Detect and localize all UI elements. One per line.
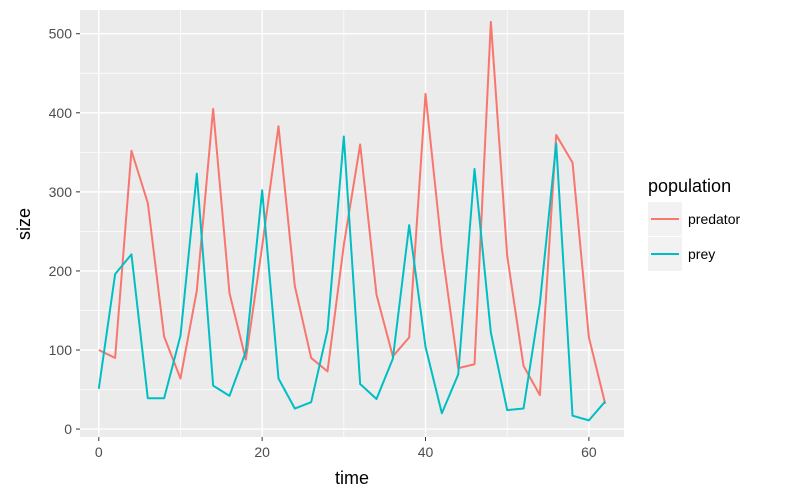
series-line-prey bbox=[97, 135, 606, 422]
x-axis-ticks: 0 20 40 60 bbox=[95, 437, 597, 460]
minor-gridlines bbox=[80, 10, 624, 437]
plot-panel bbox=[80, 10, 624, 437]
y-tick-label: 400 bbox=[49, 105, 73, 121]
x-tick-label: 40 bbox=[418, 444, 434, 460]
x-tick-label: 20 bbox=[254, 444, 270, 460]
x-tick-label: 60 bbox=[581, 444, 597, 460]
series-lines bbox=[97, 20, 607, 422]
legend: population predator prey bbox=[648, 176, 740, 271]
y-axis-title: size bbox=[14, 208, 34, 240]
legend-label-prey: prey bbox=[688, 246, 715, 262]
y-tick-label: 0 bbox=[64, 421, 72, 437]
legend-label-predator: predator bbox=[688, 211, 740, 227]
legend-title: population bbox=[648, 176, 731, 196]
y-tick-label: 500 bbox=[49, 26, 73, 42]
x-tick-label: 0 bbox=[95, 444, 103, 460]
y-tick-label: 300 bbox=[49, 184, 73, 200]
y-tick-label: 100 bbox=[49, 342, 73, 358]
x-axis-title: time bbox=[335, 468, 369, 488]
series-line-predator bbox=[98, 20, 607, 405]
y-axis-ticks: 0 100 200 300 400 500 bbox=[49, 26, 80, 437]
y-tick-label: 200 bbox=[49, 263, 73, 279]
